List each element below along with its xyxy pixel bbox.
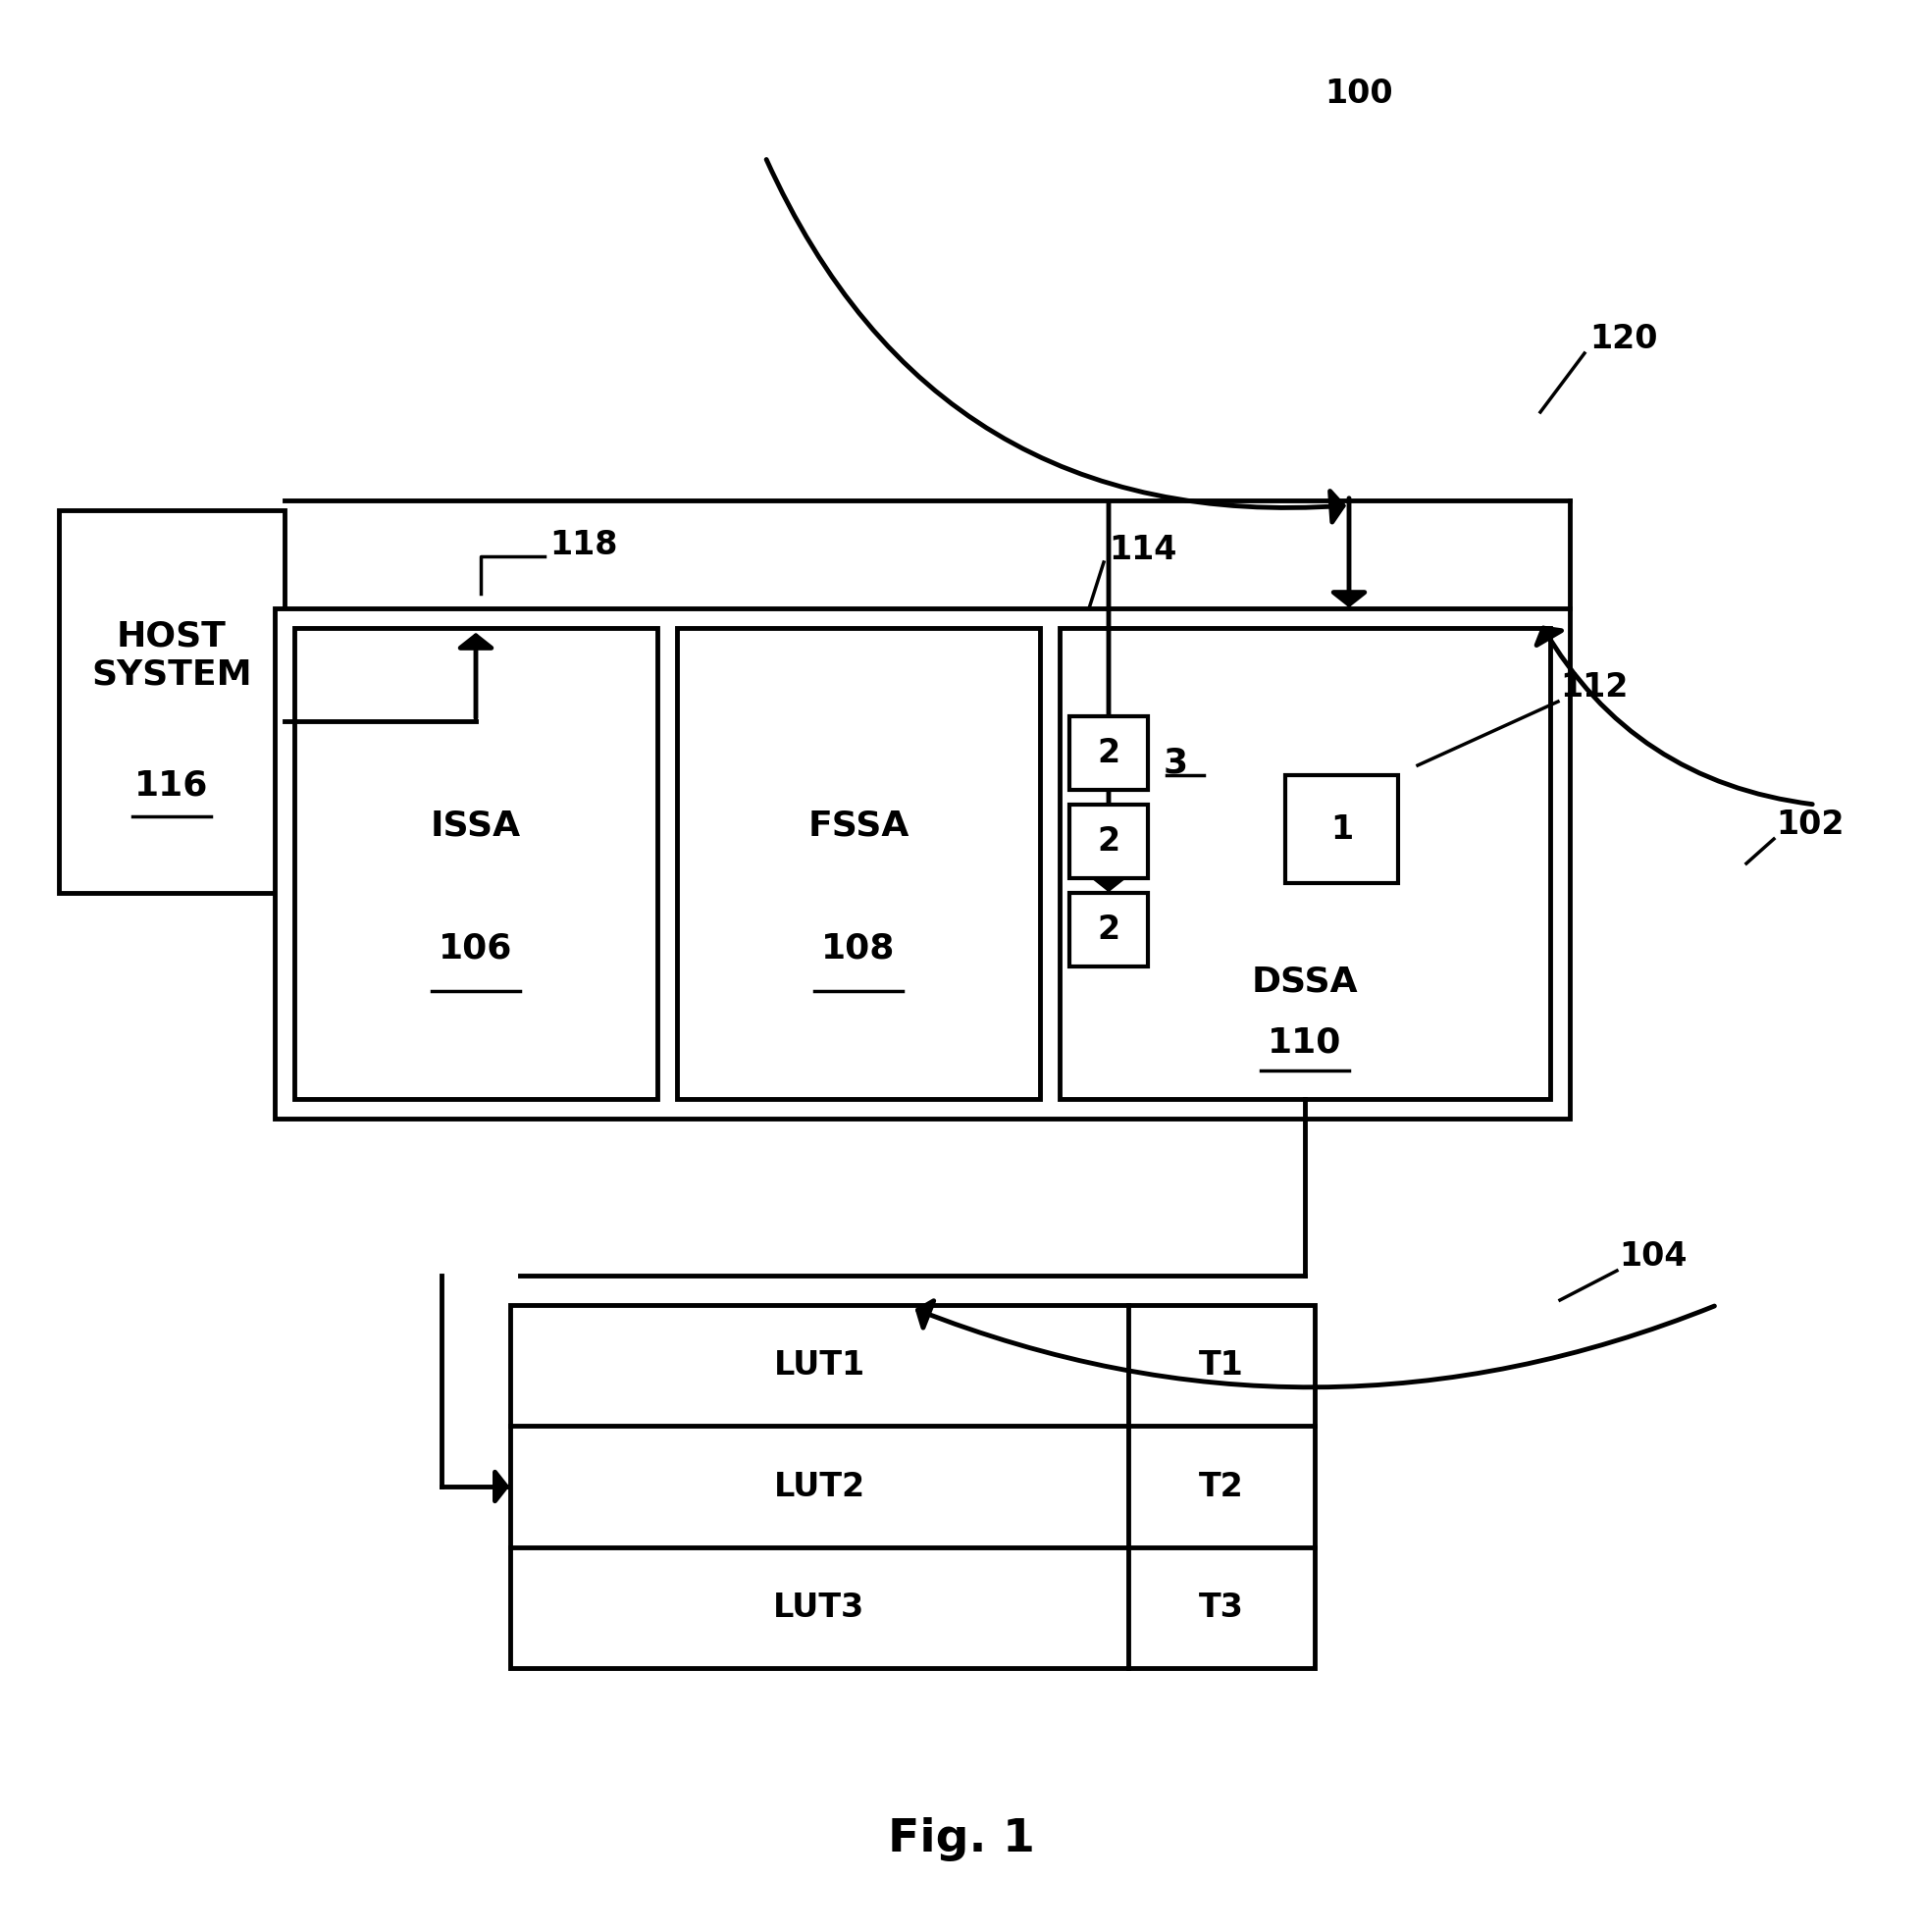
Bar bbox=[509, 1304, 1315, 1667]
Bar bbox=[1059, 628, 1551, 1099]
Text: 102: 102 bbox=[1776, 808, 1843, 840]
Text: 112: 112 bbox=[1561, 670, 1628, 703]
Text: T2: T2 bbox=[1199, 1470, 1244, 1503]
Bar bbox=[1069, 717, 1147, 790]
Text: 120: 120 bbox=[1589, 323, 1657, 355]
Text: FSSA: FSSA bbox=[807, 810, 909, 842]
Text: 2: 2 bbox=[1097, 736, 1121, 769]
Text: 108: 108 bbox=[821, 931, 896, 964]
Bar bbox=[1069, 893, 1147, 966]
Text: Fig. 1: Fig. 1 bbox=[888, 1816, 1034, 1861]
Text: 118: 118 bbox=[550, 527, 617, 560]
Text: T1: T1 bbox=[1199, 1349, 1244, 1381]
Bar bbox=[677, 628, 1040, 1099]
Bar bbox=[1286, 775, 1397, 883]
Text: 106: 106 bbox=[438, 931, 513, 964]
Text: 100: 100 bbox=[1324, 77, 1393, 110]
Text: HOST
SYSTEM: HOST SYSTEM bbox=[92, 620, 252, 692]
Bar bbox=[275, 609, 1570, 1119]
Text: T3: T3 bbox=[1199, 1592, 1244, 1623]
Text: 114: 114 bbox=[1109, 533, 1176, 566]
Text: 104: 104 bbox=[1618, 1240, 1688, 1271]
Text: 110: 110 bbox=[1269, 1026, 1342, 1059]
Text: LUT2: LUT2 bbox=[773, 1470, 865, 1503]
Bar bbox=[60, 510, 284, 893]
Text: 3: 3 bbox=[1163, 746, 1188, 781]
Text: 2: 2 bbox=[1097, 825, 1121, 858]
Text: LUT1: LUT1 bbox=[773, 1349, 865, 1381]
Bar bbox=[294, 628, 657, 1099]
Text: 116: 116 bbox=[135, 769, 209, 802]
Text: LUT3: LUT3 bbox=[773, 1592, 865, 1623]
Text: 1: 1 bbox=[1330, 813, 1353, 846]
Text: 2: 2 bbox=[1097, 914, 1121, 947]
Bar bbox=[1069, 804, 1147, 879]
Text: DSSA: DSSA bbox=[1251, 964, 1359, 999]
Text: ISSA: ISSA bbox=[431, 810, 521, 842]
